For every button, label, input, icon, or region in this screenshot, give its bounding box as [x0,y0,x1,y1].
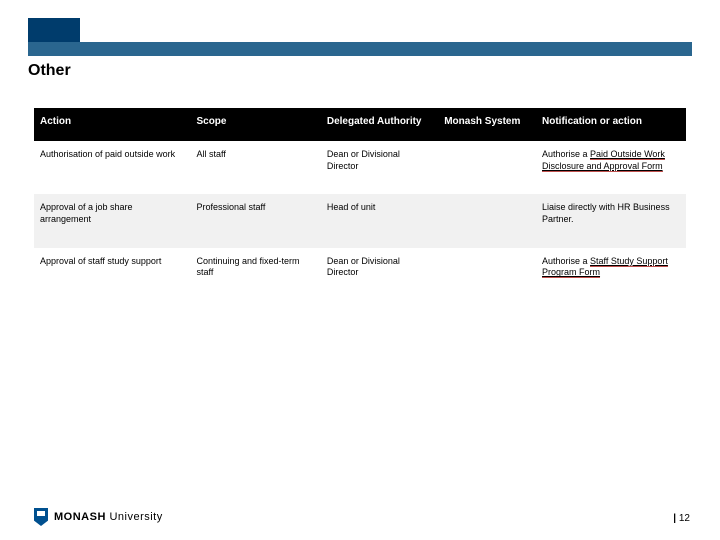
col-delegated: Delegated Authority [321,108,438,141]
cell-notification: Liaise directly with HR Business Partner… [536,194,686,247]
cell-action: Approval of staff study support [34,248,190,301]
cell-action: Authorisation of paid outside work [34,141,190,194]
table-row: Authorisation of paid outside work All s… [34,141,686,194]
col-monash: Monash System [438,108,536,141]
cell-scope: Continuing and fixed-term staff [190,248,320,301]
monash-logo: MONASH University [34,508,163,526]
policy-table: Action Scope Delegated Authority Monash … [34,108,686,301]
header-accent-block [28,18,80,42]
header-bar [28,42,692,56]
cell-delegated: Head of unit [321,194,438,247]
table-header-row: Action Scope Delegated Authority Monash … [34,108,686,141]
cell-monash [438,141,536,194]
logo-bold: MONASH [54,511,106,523]
page-title: Other [28,62,71,80]
table-row: Approval of a job share arrangement Prof… [34,194,686,247]
page-number: 12 [673,513,690,524]
col-action: Action [34,108,190,141]
notif-text: Authorise a [542,256,590,266]
notif-text: Liaise directly with HR Business Partner… [542,202,670,224]
col-scope: Scope [190,108,320,141]
notif-text: Authorise a [542,149,590,159]
cell-notification: Authorise a Paid Outside Work Disclosure… [536,141,686,194]
cell-delegated: Dean or Divisional Director [321,141,438,194]
cell-delegated: Dean or Divisional Director [321,248,438,301]
cell-notification: Authorise a Staff Study Support Program … [536,248,686,301]
cell-monash [438,248,536,301]
logo-text: MONASH University [54,511,163,523]
cell-scope: All staff [190,141,320,194]
shield-icon [34,508,48,526]
cell-action: Approval of a job share arrangement [34,194,190,247]
table-row: Approval of staff study support Continui… [34,248,686,301]
cell-scope: Professional staff [190,194,320,247]
logo-light: University [106,511,163,523]
col-notification: Notification or action [536,108,686,141]
cell-monash [438,194,536,247]
